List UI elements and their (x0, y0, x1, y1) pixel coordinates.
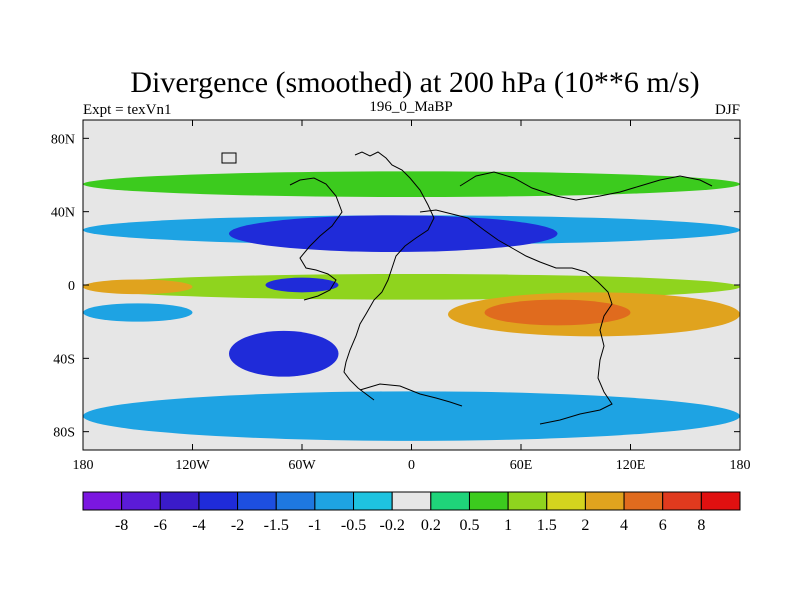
colorbar-label: -0.5 (341, 517, 366, 534)
colorbar-swatch (314, 491, 355, 511)
x-tick-label: 180 (73, 458, 94, 473)
field-region (83, 303, 193, 322)
x-tick-label: 0 (408, 458, 415, 473)
field-region (484, 299, 631, 326)
y-axis: 80N 40N 0 40S 80S (51, 132, 740, 441)
colorbar-swatch (353, 491, 393, 511)
colorbar-label: -6 (154, 517, 167, 534)
colorbar-swatch (700, 491, 741, 511)
y-tick-label: 80N (51, 132, 75, 147)
chart-title: Divergence (smoothed) at 200 hPa (10**6 … (130, 66, 699, 99)
colorbar-label: 4 (620, 517, 628, 534)
y-tick-label: 40N (51, 206, 75, 221)
colorbar-swatch (159, 491, 200, 511)
x-tick-label: 120W (175, 458, 210, 473)
x-tick-label: 60E (510, 458, 533, 473)
coastline (343, 151, 435, 401)
colorbar-swatch (546, 491, 586, 511)
colorbar-swatch (468, 491, 509, 511)
colorbar-label: 1 (504, 517, 512, 534)
colorbar-label: -1 (308, 517, 321, 534)
colorbar-label: -8 (115, 517, 128, 534)
colorbar: -8 -6 -4 -2 -1.5 -1 -0.5 -0.2 0.2 0.5 1 1.5 2 4 6 8 (82, 491, 741, 534)
colorbar-label: 1.5 (537, 517, 557, 534)
colorbar-swatch (198, 491, 239, 511)
x-tick-label: 60W (288, 458, 316, 473)
colorbar-swatch (82, 491, 123, 511)
x-axis: 180 120W 60W 0 60E 120E 180 (73, 120, 751, 473)
coastline (289, 177, 343, 301)
left-label: Expt = texVn1 (83, 102, 171, 118)
colorbar-label: 8 (697, 517, 705, 534)
coastline (459, 171, 713, 201)
colorbar-label: 0.2 (421, 517, 441, 534)
field-region (83, 171, 740, 198)
colorbar-label: 2 (581, 517, 589, 534)
field-region (229, 330, 339, 377)
right-label: DJF (715, 102, 740, 118)
colorbar-swatch (391, 491, 432, 511)
colorbar-label: -2 (231, 517, 244, 534)
colorbar-label: -1.5 (264, 517, 289, 534)
field-region (229, 215, 558, 253)
field-region (83, 279, 193, 295)
colorbar-label: -4 (192, 517, 205, 534)
y-tick-label: 80S (53, 426, 75, 441)
colorbar-label: 0.5 (459, 517, 479, 534)
y-tick-label: 40S (53, 352, 75, 367)
colorbar-swatch (507, 491, 548, 511)
x-tick-label: 180 (730, 458, 751, 473)
field-region (83, 391, 740, 441)
colorbar-label: 6 (659, 517, 667, 534)
colorbar-label: -0.2 (380, 517, 405, 534)
field-region (265, 277, 339, 293)
map-field (83, 120, 740, 450)
x-tick-label: 120E (616, 458, 646, 473)
colorbar-swatch (275, 491, 316, 511)
y-tick-label: 0 (68, 279, 75, 294)
colorbar-swatch (584, 491, 625, 511)
coastline (221, 152, 237, 164)
colorbar-swatch (121, 491, 161, 511)
colorbar-swatch (430, 491, 470, 511)
coastline (359, 383, 463, 407)
colorbar-swatch (237, 491, 277, 511)
coastline (419, 209, 613, 425)
colorbar-swatch (662, 491, 702, 511)
colorbar-swatch (623, 491, 664, 511)
center-label: 196_0_MaBP (369, 99, 452, 115)
